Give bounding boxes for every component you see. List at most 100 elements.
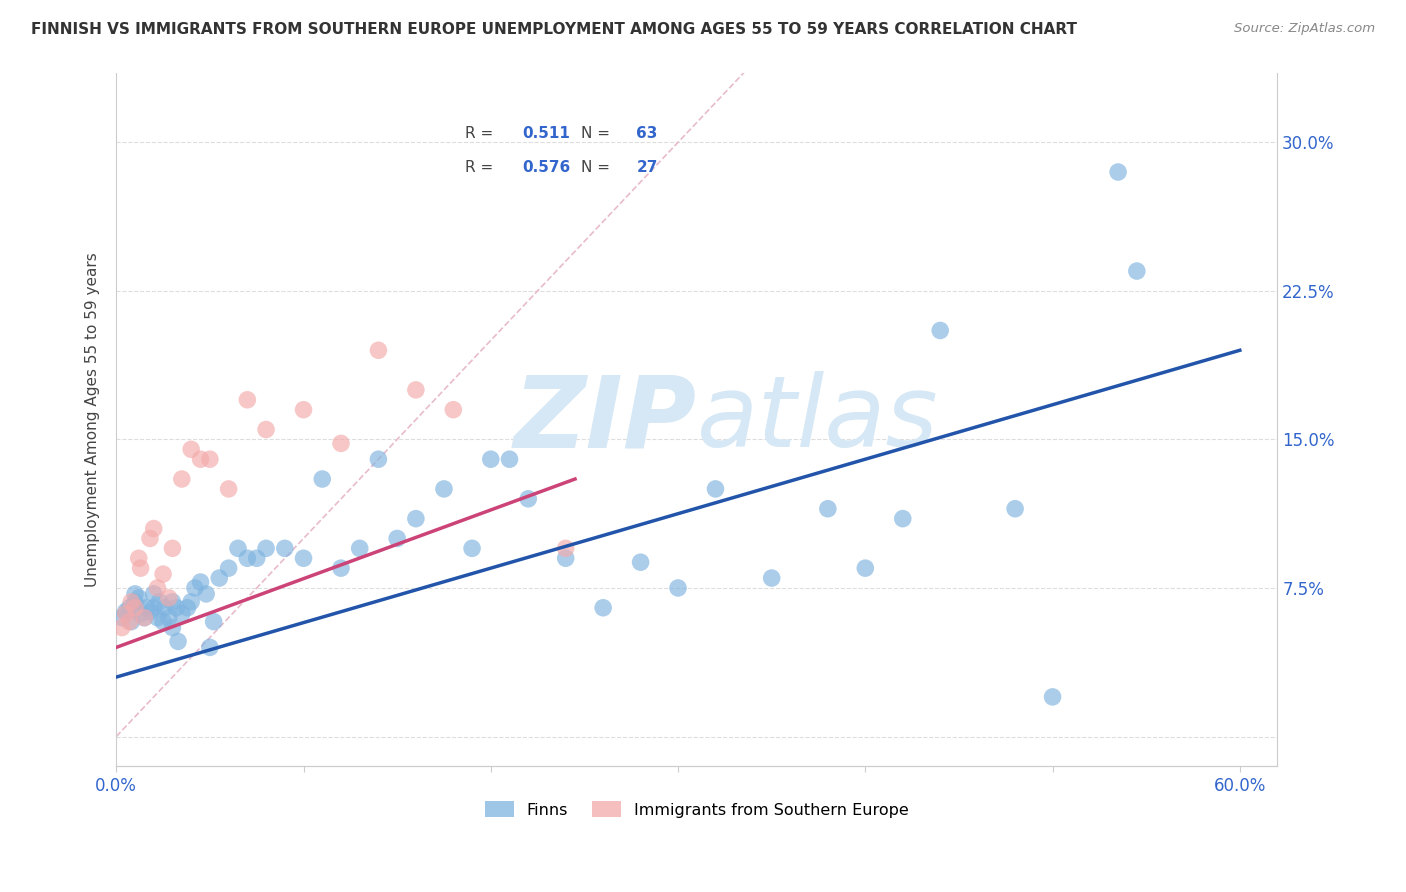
Point [441, 402, 464, 417]
Point [761, 571, 783, 585]
Point [135, 600, 157, 615]
Point [433, 482, 456, 496]
Point [630, 555, 652, 569]
Point [152, 567, 174, 582]
Text: 0.511: 0.511 [523, 127, 571, 142]
Point [226, 541, 249, 556]
Point [114, 605, 136, 619]
Point [479, 452, 502, 467]
Point [157, 591, 180, 605]
Point [167, 634, 190, 648]
Text: 0.576: 0.576 [523, 161, 571, 176]
Point [111, 610, 134, 624]
Point [254, 541, 277, 556]
Point [162, 595, 184, 609]
Point [891, 511, 914, 525]
Point [180, 442, 202, 457]
Point [118, 615, 141, 629]
Point [208, 571, 231, 585]
Point [461, 541, 484, 556]
Text: R =: R = [464, 127, 498, 142]
Text: 27: 27 [637, 161, 658, 176]
Point [405, 383, 427, 397]
Point [118, 600, 141, 615]
Point [146, 581, 169, 595]
Point [236, 392, 259, 407]
Text: N =: N = [581, 127, 614, 142]
Point [153, 600, 176, 615]
Point [246, 551, 269, 566]
Point [349, 541, 371, 556]
Point [142, 600, 165, 615]
Point [134, 610, 156, 624]
Point [170, 607, 193, 621]
Point [128, 591, 150, 605]
Point [1042, 690, 1064, 704]
Point [190, 452, 212, 467]
Point [405, 511, 427, 525]
Text: R =: R = [464, 161, 498, 176]
Point [157, 610, 180, 624]
Point [666, 581, 689, 595]
Point [236, 551, 259, 566]
Point [367, 452, 389, 467]
Point [274, 541, 297, 556]
Point [218, 561, 240, 575]
Point [1107, 165, 1129, 179]
Point [139, 605, 162, 619]
Point [330, 436, 353, 450]
Point [165, 600, 187, 615]
Point [184, 581, 207, 595]
Point [111, 621, 134, 635]
Point [142, 522, 165, 536]
Point [162, 541, 184, 556]
Point [498, 452, 520, 467]
Point [198, 452, 221, 467]
Point [180, 595, 202, 609]
Y-axis label: Unemployment Among Ages 55 to 59 years: Unemployment Among Ages 55 to 59 years [86, 252, 100, 587]
Point [120, 615, 142, 629]
Point [195, 587, 218, 601]
Text: FINNISH VS IMMIGRANTS FROM SOUTHERN EUROPE UNEMPLOYMENT AMONG AGES 55 TO 59 YEAR: FINNISH VS IMMIGRANTS FROM SOUTHERN EURO… [31, 22, 1077, 37]
Text: Source: ZipAtlas.com: Source: ZipAtlas.com [1234, 22, 1375, 36]
Point [114, 607, 136, 621]
Point [853, 561, 876, 575]
Point [139, 532, 162, 546]
Point [292, 551, 315, 566]
Point [190, 574, 212, 589]
Text: 63: 63 [637, 127, 658, 142]
Point [704, 482, 727, 496]
Point [311, 472, 333, 486]
Point [554, 541, 576, 556]
Point [218, 482, 240, 496]
Point [146, 610, 169, 624]
Point [129, 607, 152, 621]
Point [929, 323, 952, 337]
Point [120, 595, 142, 609]
Point [124, 587, 146, 601]
Legend: Finns, Immigrants from Southern Europe: Finns, Immigrants from Southern Europe [479, 795, 915, 824]
Point [817, 501, 839, 516]
Text: atlas: atlas [697, 371, 938, 468]
Point [124, 595, 146, 609]
Point [148, 595, 170, 609]
Point [129, 561, 152, 575]
Point [176, 600, 198, 615]
Point [128, 551, 150, 566]
Text: ZIP: ZIP [513, 371, 697, 468]
Point [592, 600, 614, 615]
Point [554, 551, 576, 566]
Point [170, 472, 193, 486]
Point [152, 615, 174, 629]
Point [1126, 264, 1149, 278]
Point [202, 615, 225, 629]
Point [254, 423, 277, 437]
Point [134, 610, 156, 624]
Point [367, 343, 389, 358]
Point [1004, 501, 1026, 516]
Point [330, 561, 353, 575]
Point [292, 402, 315, 417]
Point [385, 532, 408, 546]
Point [517, 491, 540, 506]
Point [198, 640, 221, 655]
